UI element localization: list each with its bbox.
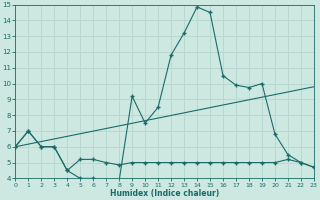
X-axis label: Humidex (Indice chaleur): Humidex (Indice chaleur) bbox=[110, 189, 219, 198]
